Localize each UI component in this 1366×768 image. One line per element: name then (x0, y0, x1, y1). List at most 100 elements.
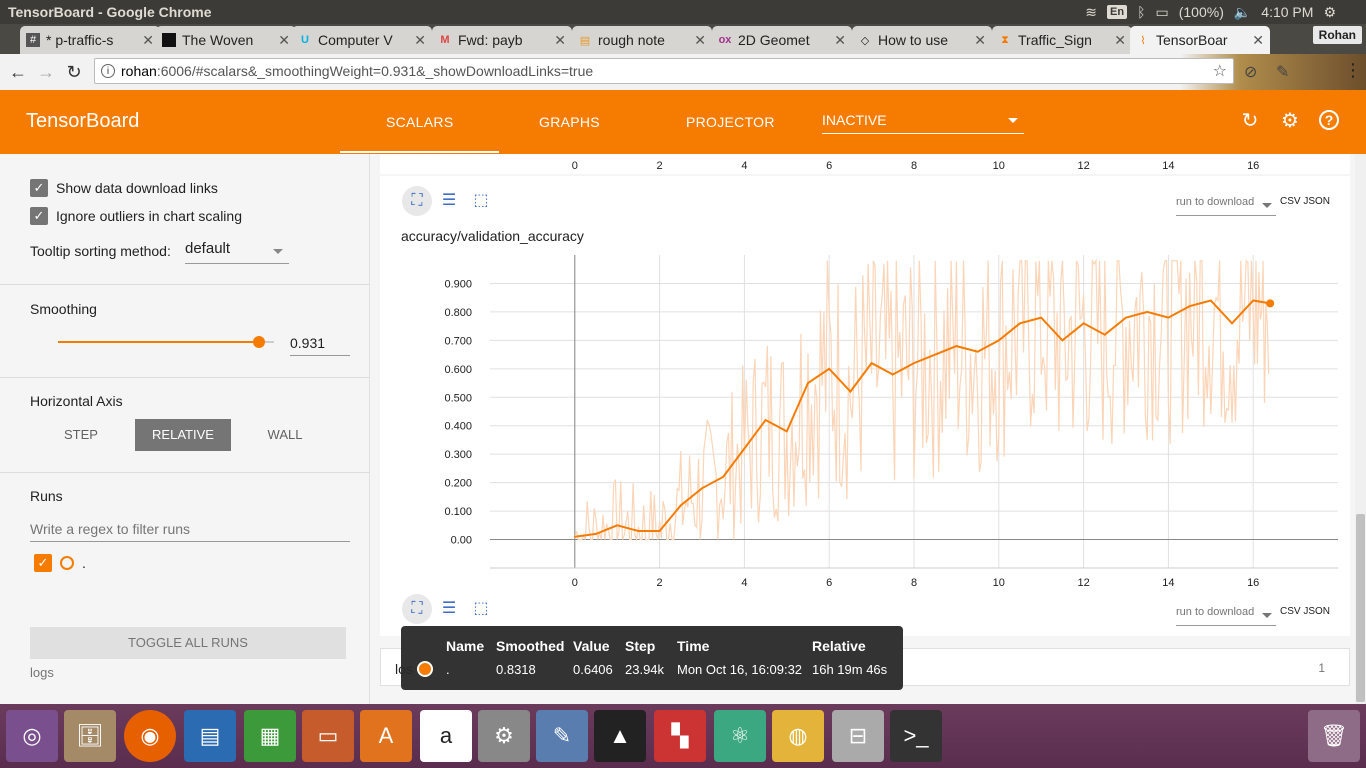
calc-icon[interactable]: ▦ (244, 710, 296, 762)
menu-kebab-icon[interactable]: ⋮ (1344, 60, 1362, 80)
data-point (786, 430, 788, 433)
pen-extension-icon[interactable]: ✎ (1276, 64, 1290, 81)
browser-tab[interactable]: ▤ rough note ✕ (572, 26, 712, 54)
atom-icon[interactable]: ⚛ (714, 710, 766, 762)
info-icon[interactable]: i (101, 64, 115, 78)
paint-icon[interactable]: ✎ (536, 710, 588, 762)
tab-projector[interactable]: PROJECTOR (686, 114, 775, 130)
prev-x-tick-label: 14 (1162, 160, 1174, 172)
tab-close-icon[interactable]: ✕ (974, 31, 986, 48)
tab-close-icon[interactable]: ✕ (1114, 31, 1126, 48)
tab-close-icon[interactable]: ✕ (142, 31, 154, 48)
inactive-dashboards-select[interactable]: INACTIVE (822, 112, 1024, 134)
files-icon[interactable]: 🗄 (64, 710, 116, 762)
reload-icon[interactable]: ↻ (66, 61, 82, 82)
run-checkbox[interactable]: ✓ (34, 554, 52, 572)
csv-link[interactable]: CSV (1280, 606, 1301, 617)
scrollbar[interactable] (1355, 154, 1366, 704)
keyboard-layout[interactable]: En (1107, 5, 1128, 19)
csv-link[interactable]: CSV (1280, 196, 1301, 207)
fit-domain-icon[interactable]: ⬚ (473, 600, 489, 617)
chrome-icon[interactable]: ◍ (772, 710, 824, 762)
clock[interactable]: 4:10 PM (1261, 4, 1314, 20)
browser-tab[interactable]: ⧗ Traffic_Sign ✕ (992, 26, 1132, 54)
toggle-all-runs-button[interactable]: TOGGLE ALL RUNS (30, 627, 346, 659)
bluetooth-icon[interactable]: ᛒ (1137, 4, 1146, 20)
show-download-links-checkbox[interactable]: ✓ Show data download links (30, 179, 218, 197)
download-links: CSV JSON (1280, 606, 1330, 617)
battery-icon[interactable]: ▭ (1155, 3, 1169, 20)
divider (0, 284, 370, 285)
fullscreen-icon[interactable]: ⛶ (402, 594, 432, 624)
tab-close-icon[interactable]: ✕ (278, 31, 290, 48)
tab-close-icon[interactable]: ✕ (414, 31, 426, 48)
back-arrow-icon[interactable]: ← (9, 61, 27, 82)
tab-graphs[interactable]: GRAPHS (539, 114, 600, 130)
url-input[interactable]: i rohan:6006/#scalars&_smoothingWeight=0… (94, 58, 1234, 84)
slider-knob[interactable] (253, 336, 265, 348)
software-center-icon[interactable]: A (360, 710, 412, 762)
tooltip-sorting-select[interactable]: default (185, 240, 289, 264)
run-download-select[interactable]: run to download (1176, 606, 1276, 626)
divider (0, 472, 370, 473)
reload-icon[interactable]: ↻ (1241, 110, 1259, 132)
accuracy-line-chart[interactable]: 0 2 4 6 8 10 12 14 16 0.00 0.100 0.200 0.300 0.400 0.5… (380, 250, 1350, 610)
profile-button[interactable]: Rohan (1312, 26, 1362, 44)
trash-icon[interactable]: 🗑 (1308, 710, 1360, 762)
browser-tab[interactable]: The Woven ✕ (156, 26, 296, 54)
data-point (828, 368, 830, 370)
amazon-icon[interactable]: a (420, 710, 472, 762)
browser-tab[interactable]: ox 2D Geomet ✕ (712, 26, 852, 54)
writer-icon[interactable]: ▤ (184, 710, 236, 762)
json-link[interactable]: JSON (1303, 196, 1331, 207)
smoothing-input[interactable]: 0.931 (290, 332, 350, 356)
gear-icon[interactable]: ⚙ (1281, 110, 1299, 132)
x-tick-label: 8 (911, 577, 917, 589)
window-title: TensorBoard - Google Chrome (8, 4, 212, 20)
y-tick-label: 0.100 (444, 506, 472, 518)
axis-step-button[interactable]: STEP (64, 427, 98, 442)
previous-chart-x-axis: 0 2 4 6 8 10 12 14 16 (572, 160, 1260, 172)
volume-icon[interactable]: 🔈 (1233, 3, 1252, 20)
axis-wall-button[interactable]: WALL (267, 427, 303, 442)
tab-close-icon[interactable]: ✕ (554, 31, 566, 48)
blocks-icon[interactable]: ▚ (654, 710, 706, 762)
bookmark-star-icon[interactable]: ☆ (1212, 63, 1227, 80)
drive-icon[interactable]: ⊟ (832, 710, 884, 762)
ubuntu-icon[interactable]: ◎ (6, 710, 58, 762)
settings-icon[interactable]: ⚙ (478, 710, 530, 762)
ignore-outliers-checkbox[interactable]: ✓ Ignore outliers in chart scaling (30, 207, 242, 225)
browser-tab[interactable]: ◇ How to use ✕ (852, 26, 992, 54)
axis-relative-button[interactable]: RELATIVE (135, 419, 231, 451)
smoothing-slider[interactable] (58, 341, 274, 343)
tab-close-icon[interactable]: ✕ (694, 31, 706, 48)
terminal-icon[interactable]: >_ (890, 710, 942, 762)
tab-close-icon[interactable]: ✕ (834, 31, 846, 48)
tab-scalars[interactable]: SCALARS (339, 114, 501, 153)
smoothing-label: Smoothing (30, 301, 97, 317)
wifi-icon[interactable]: ≋ (1085, 3, 1098, 20)
browser-tab[interactable]: U Computer V ✕ (292, 26, 432, 54)
browser-tab[interactable]: # * p-traffic-s ✕ (20, 26, 160, 54)
gmail-icon: M (440, 34, 450, 46)
tab-close-icon[interactable]: ✕ (1252, 31, 1264, 48)
help-icon[interactable]: ? (1319, 110, 1339, 130)
browser-tab-active[interactable]: ⌇ TensorBoar ✕ (1130, 26, 1270, 54)
browser-tab[interactable]: M Fwd: payb ✕ (432, 26, 572, 54)
firefox-icon[interactable]: ◉ (124, 710, 176, 762)
extension-icon[interactable]: ⊘ (1244, 64, 1258, 81)
impress-icon[interactable]: ▭ (302, 710, 354, 762)
forward-arrow-icon[interactable]: → (37, 61, 55, 82)
json-link[interactable]: JSON (1303, 606, 1331, 617)
system-tray: ≋ En ᛒ ▭ (100%) 🔈 4:10 PM ⚙ (1085, 4, 1366, 21)
run-item[interactable]: ✓ . (34, 554, 86, 572)
fit-domain-icon[interactable]: ⬚ (473, 192, 489, 209)
data-list-icon[interactable]: ☰ (441, 600, 457, 617)
scrollbar-thumb[interactable] (1356, 514, 1365, 702)
run-download-select[interactable]: run to download (1176, 196, 1276, 216)
data-list-icon[interactable]: ☰ (441, 192, 457, 209)
fullscreen-icon[interactable]: ⛶ (402, 186, 432, 216)
inkscape-icon[interactable]: ▲ (594, 710, 646, 762)
power-gear-icon[interactable]: ⚙ (1323, 3, 1336, 20)
run-filter-input[interactable]: Write a regex to filter runs (30, 518, 350, 542)
